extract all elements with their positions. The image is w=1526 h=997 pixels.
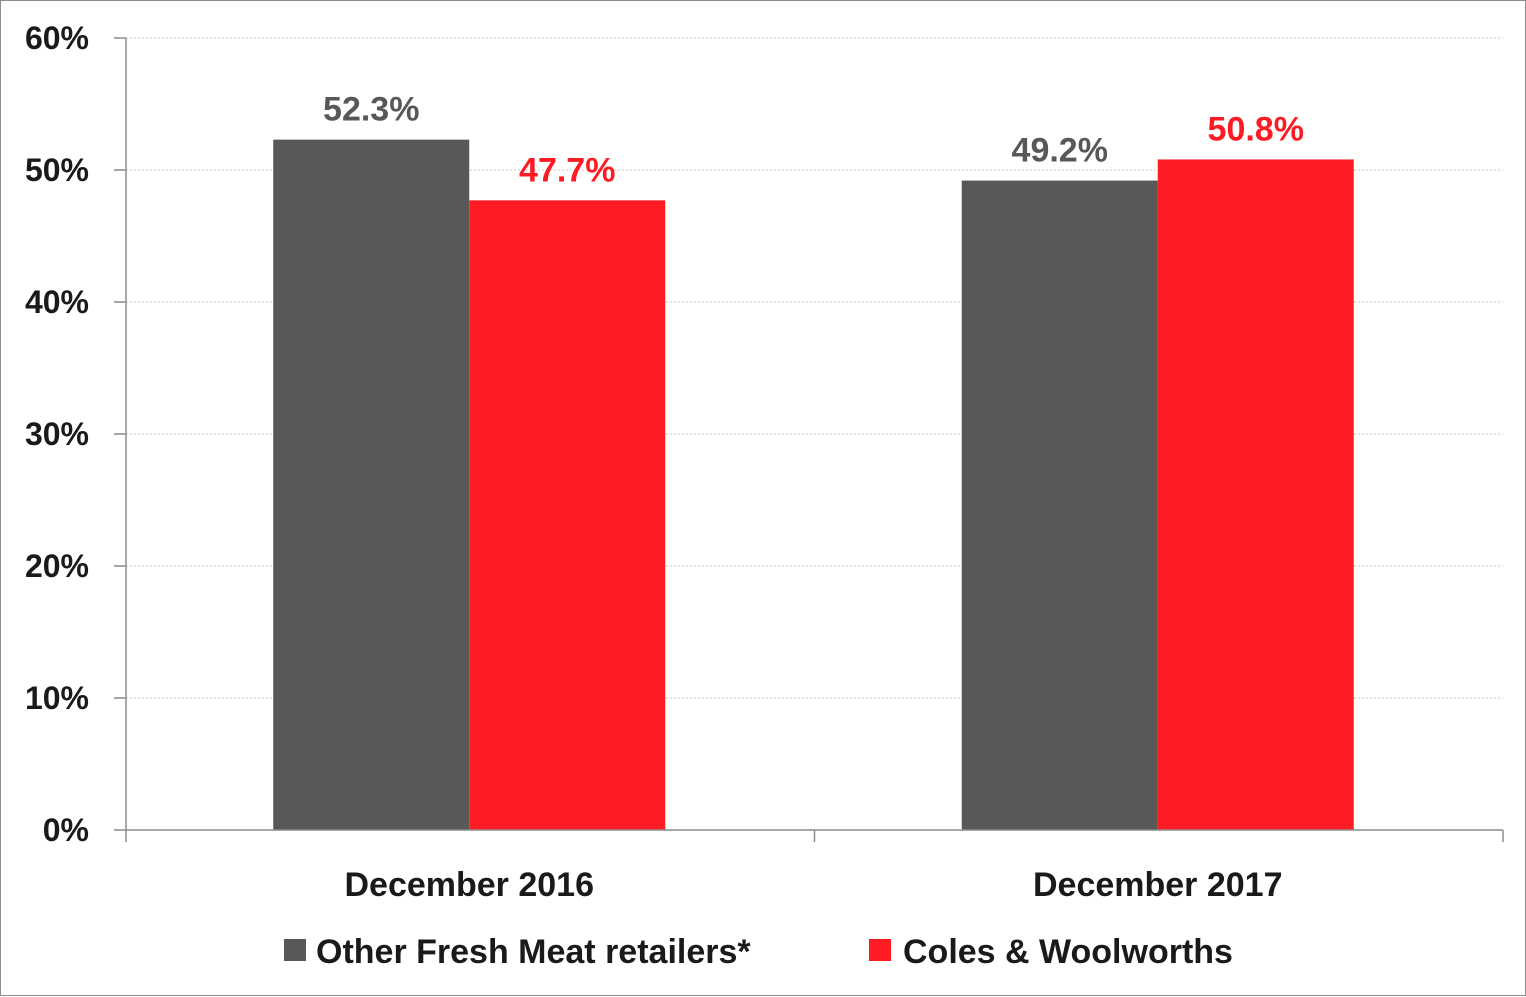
legend-label: Coles & Woolworths bbox=[903, 933, 1233, 971]
y-tick-label: 40% bbox=[25, 284, 89, 320]
y-tick-label: 30% bbox=[25, 416, 89, 452]
y-axis-ticks: 0% 10% 20% 30% 40% 50% 60% bbox=[25, 20, 126, 848]
data-labels: 52.3% 47.7% 49.2% 50.8% bbox=[323, 91, 1304, 190]
y-tick-label: 20% bbox=[25, 548, 89, 584]
y-tick-label: 10% bbox=[25, 680, 89, 716]
y-tick-label: 60% bbox=[25, 20, 89, 56]
data-label: 49.2% bbox=[1012, 132, 1108, 170]
y-tick-label: 50% bbox=[25, 152, 89, 188]
category-labels: December 2016 December 2017 bbox=[344, 866, 1282, 904]
legend: Other Fresh Meat retailers* Coles & Woolw… bbox=[284, 933, 1233, 971]
bar bbox=[273, 139, 470, 830]
data-label: 50.8% bbox=[1208, 110, 1304, 148]
legend-label: Other Fresh Meat retailers* bbox=[316, 933, 751, 971]
legend-swatch bbox=[284, 939, 306, 961]
bar bbox=[469, 200, 666, 831]
category-label: December 2017 bbox=[1033, 866, 1283, 904]
legend-swatch bbox=[869, 939, 891, 961]
bar bbox=[961, 180, 1158, 830]
data-label: 47.7% bbox=[519, 151, 615, 189]
bar bbox=[1157, 159, 1354, 830]
data-label: 52.3% bbox=[323, 91, 419, 129]
y-tick-label: 0% bbox=[43, 812, 89, 848]
axes bbox=[125, 38, 1504, 842]
category-label: December 2016 bbox=[344, 866, 594, 904]
bars bbox=[273, 139, 1354, 831]
